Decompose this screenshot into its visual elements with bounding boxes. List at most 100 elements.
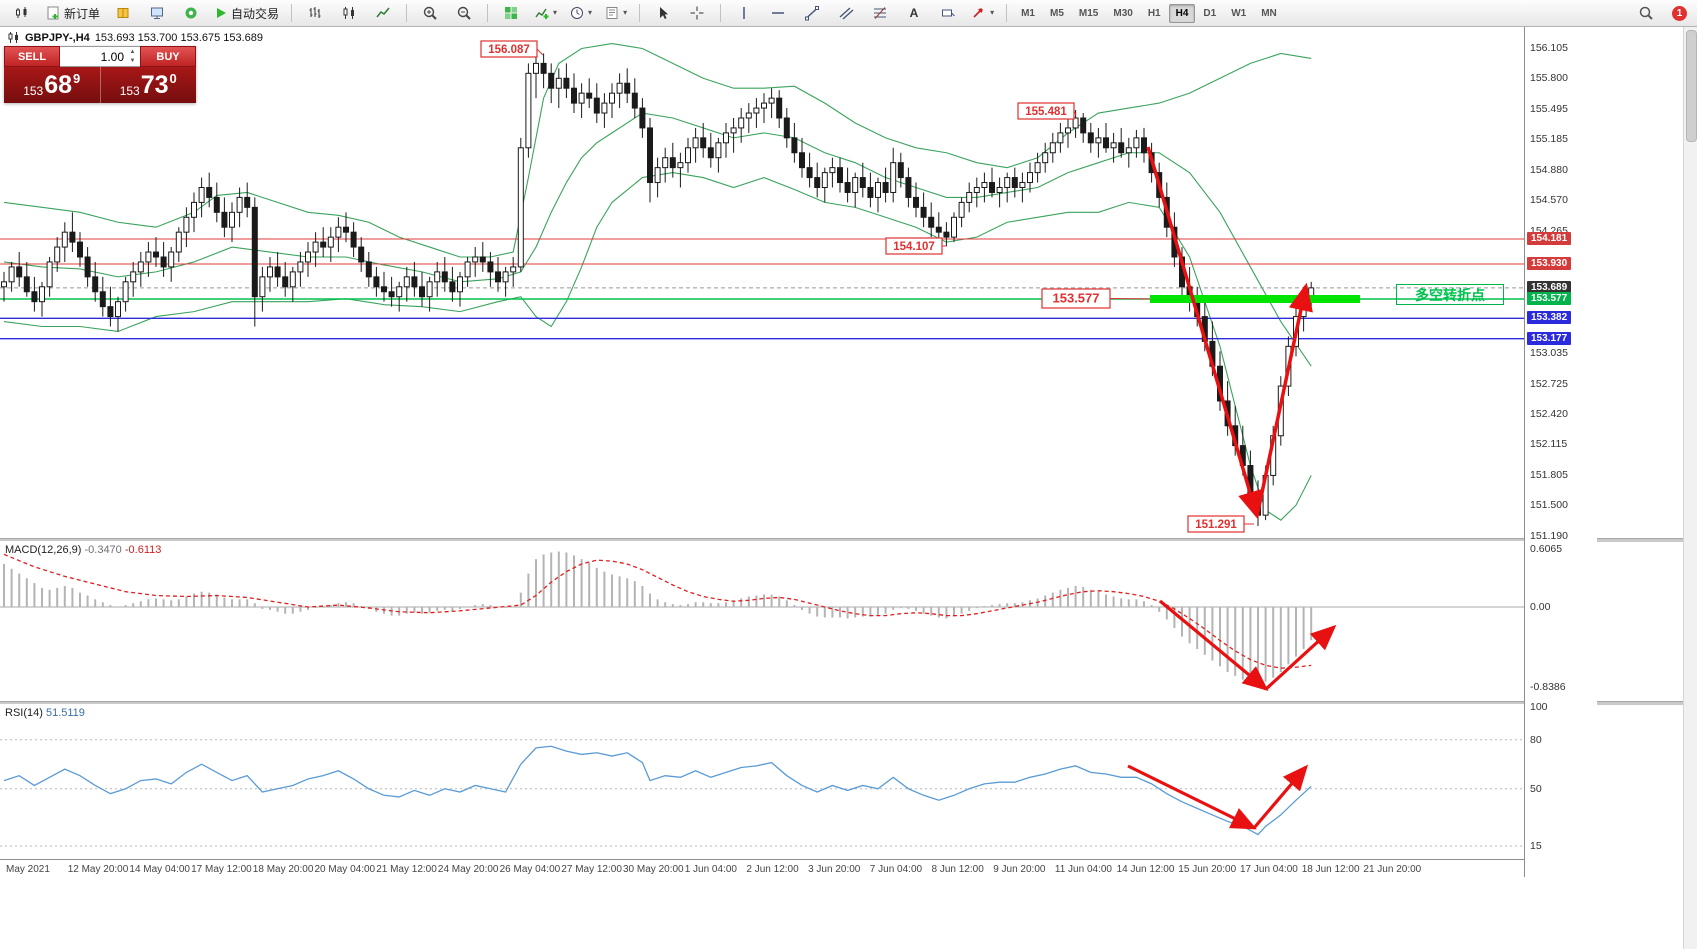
special-price-label: 153.177 xyxy=(1527,331,1572,345)
terminal-icon xyxy=(151,7,164,19)
notification-badge[interactable]: 1 xyxy=(1672,5,1687,21)
time-label: 27 May 12:00 xyxy=(561,864,622,875)
separator xyxy=(639,4,641,22)
vertical-line-icon xyxy=(743,7,745,19)
arrows-button[interactable]: ▾ xyxy=(966,1,999,25)
crosshair-icon xyxy=(690,6,704,20)
price-callouts: 156.087 155.481 154.107 153.577 151.291 xyxy=(480,40,1254,533)
channel-button[interactable] xyxy=(830,1,862,25)
separator xyxy=(487,4,489,22)
vertical-scrollbar[interactable] xyxy=(1683,27,1697,949)
time-label: 1 Jun 04:00 xyxy=(684,864,737,875)
candles-icon xyxy=(343,7,355,19)
time-label: 7 Jun 04:00 xyxy=(869,864,923,875)
text-icon: A xyxy=(910,6,919,20)
time-label: 18 May 20:00 xyxy=(252,864,314,875)
panel-splitter[interactable] xyxy=(0,701,1697,705)
sell-button[interactable]: SELL xyxy=(4,46,60,67)
autotrade-button[interactable]: 自动交易 xyxy=(209,1,284,25)
time-label: May 2021 xyxy=(6,864,50,875)
time-label: 26 May 04:00 xyxy=(499,864,561,875)
fibonacci-button[interactable] xyxy=(864,1,896,25)
price-tick: 15 xyxy=(1530,839,1542,852)
rsi-panel[interactable] xyxy=(0,704,1524,859)
timeframe-M5[interactable]: M5 xyxy=(1050,7,1064,19)
macd-panel[interactable] xyxy=(0,541,1524,701)
timeframe-H4[interactable]: H4 xyxy=(1168,3,1196,23)
horizontal-line-button[interactable] xyxy=(762,1,794,25)
price-tick: 154.880 xyxy=(1530,163,1568,176)
line-chart-icon xyxy=(376,7,390,18)
new-chart-button[interactable] xyxy=(6,1,38,25)
timeframe-group: M1 M5 M15 M30 H1 H4 D1 W1 MN xyxy=(1014,3,1284,23)
volume-field: ▲ ▼ xyxy=(60,46,140,67)
time-label: 20 May 04:00 xyxy=(314,864,376,875)
price-tick: 155.185 xyxy=(1530,133,1568,146)
indicators-button[interactable]: ▾ xyxy=(529,1,562,25)
volume-increase-button[interactable]: ▲ xyxy=(129,49,136,55)
macd-histogram xyxy=(3,551,1313,684)
trend-arrow xyxy=(1158,599,1269,692)
buy-price-big: 73 xyxy=(140,70,169,99)
community-button[interactable] xyxy=(175,1,207,25)
zoom-out-button[interactable] xyxy=(448,1,480,25)
cursor-button[interactable] xyxy=(647,1,679,25)
timeframe-H1[interactable]: H1 xyxy=(1147,7,1161,19)
buy-price-prefix: 153 xyxy=(119,84,140,98)
symbol-tab: GBPJPY-,H4 153.693 153.700 153.675 153.6… xyxy=(7,31,263,44)
fibonacci-icon xyxy=(874,7,887,19)
toolbar-right: 1 xyxy=(1630,1,1691,25)
zoom-out-icon xyxy=(457,6,471,20)
templates-button[interactable]: ▾ xyxy=(599,1,632,25)
bar-chart-button[interactable] xyxy=(299,1,331,25)
scrollbar-thumb[interactable] xyxy=(1686,30,1697,142)
terminal-button[interactable] xyxy=(141,1,173,25)
time-label: 2 Jun 12:00 xyxy=(746,864,799,875)
svg-text:151.291: 151.291 xyxy=(1195,519,1237,531)
special-price-label: 153.577 xyxy=(1527,291,1572,305)
sell-price[interactable]: 153 68 9 xyxy=(4,67,100,103)
macd-signal-value: -0.6113 xyxy=(124,544,162,556)
line-chart-button[interactable] xyxy=(367,1,399,25)
label-button[interactable] xyxy=(932,1,964,25)
new-order-button[interactable]: 新订单 xyxy=(40,1,105,25)
trendline-button[interactable] xyxy=(796,1,828,25)
panel-splitter[interactable] xyxy=(0,538,1697,542)
timeframe-W1[interactable]: W1 xyxy=(1231,7,1247,19)
volume-decrease-button[interactable]: ▼ xyxy=(129,58,136,64)
main-chart[interactable]: 156.087 155.481 154.107 153.577 151.291 xyxy=(0,27,1524,538)
candle-chart-button[interactable] xyxy=(333,1,365,25)
sell-price-big: 68 xyxy=(44,70,73,99)
crosshair-button[interactable] xyxy=(681,1,713,25)
timeframe-M15[interactable]: M15 xyxy=(1078,7,1099,19)
search-icon xyxy=(1639,6,1653,20)
price-tick: 100 xyxy=(1530,701,1548,713)
zoom-in-button[interactable] xyxy=(414,1,446,25)
volume-input[interactable] xyxy=(60,47,140,66)
svg-text:153.577: 153.577 xyxy=(1053,291,1100,306)
chevron-down-icon: ▾ xyxy=(990,8,995,17)
turning-point-annotation: 多空转折点 xyxy=(1396,284,1504,305)
price-tick: 156.105 xyxy=(1530,42,1568,54)
price-tick: 154.570 xyxy=(1530,194,1568,207)
rsi-value: 51.5119 xyxy=(45,707,85,719)
time-label: 18 Jun 12:00 xyxy=(1301,864,1360,875)
time-label: 15 Jun 20:00 xyxy=(1178,864,1237,875)
tile-windows-button[interactable] xyxy=(495,1,527,25)
bollinger-bands xyxy=(3,42,1312,521)
timeframe-M30[interactable]: M30 xyxy=(1113,7,1133,19)
buy-price[interactable]: 153 73 0 xyxy=(101,67,197,103)
timeframe-M1[interactable]: M1 xyxy=(1021,7,1035,19)
vertical-line-button[interactable] xyxy=(728,1,760,25)
timeframe-MN[interactable]: MN xyxy=(1261,7,1277,19)
buy-button[interactable]: BUY xyxy=(140,46,196,67)
timeframe-D1[interactable]: D1 xyxy=(1203,7,1217,19)
text-button[interactable]: A xyxy=(898,1,930,25)
price-tick: 151.805 xyxy=(1530,468,1568,481)
sell-price-prefix: 153 xyxy=(23,84,44,98)
experts-button[interactable] xyxy=(107,1,139,25)
trend-arrow xyxy=(1252,764,1309,830)
search-button[interactable] xyxy=(1630,1,1662,25)
separator xyxy=(1006,4,1008,22)
periods-button[interactable]: ▾ xyxy=(564,1,597,25)
